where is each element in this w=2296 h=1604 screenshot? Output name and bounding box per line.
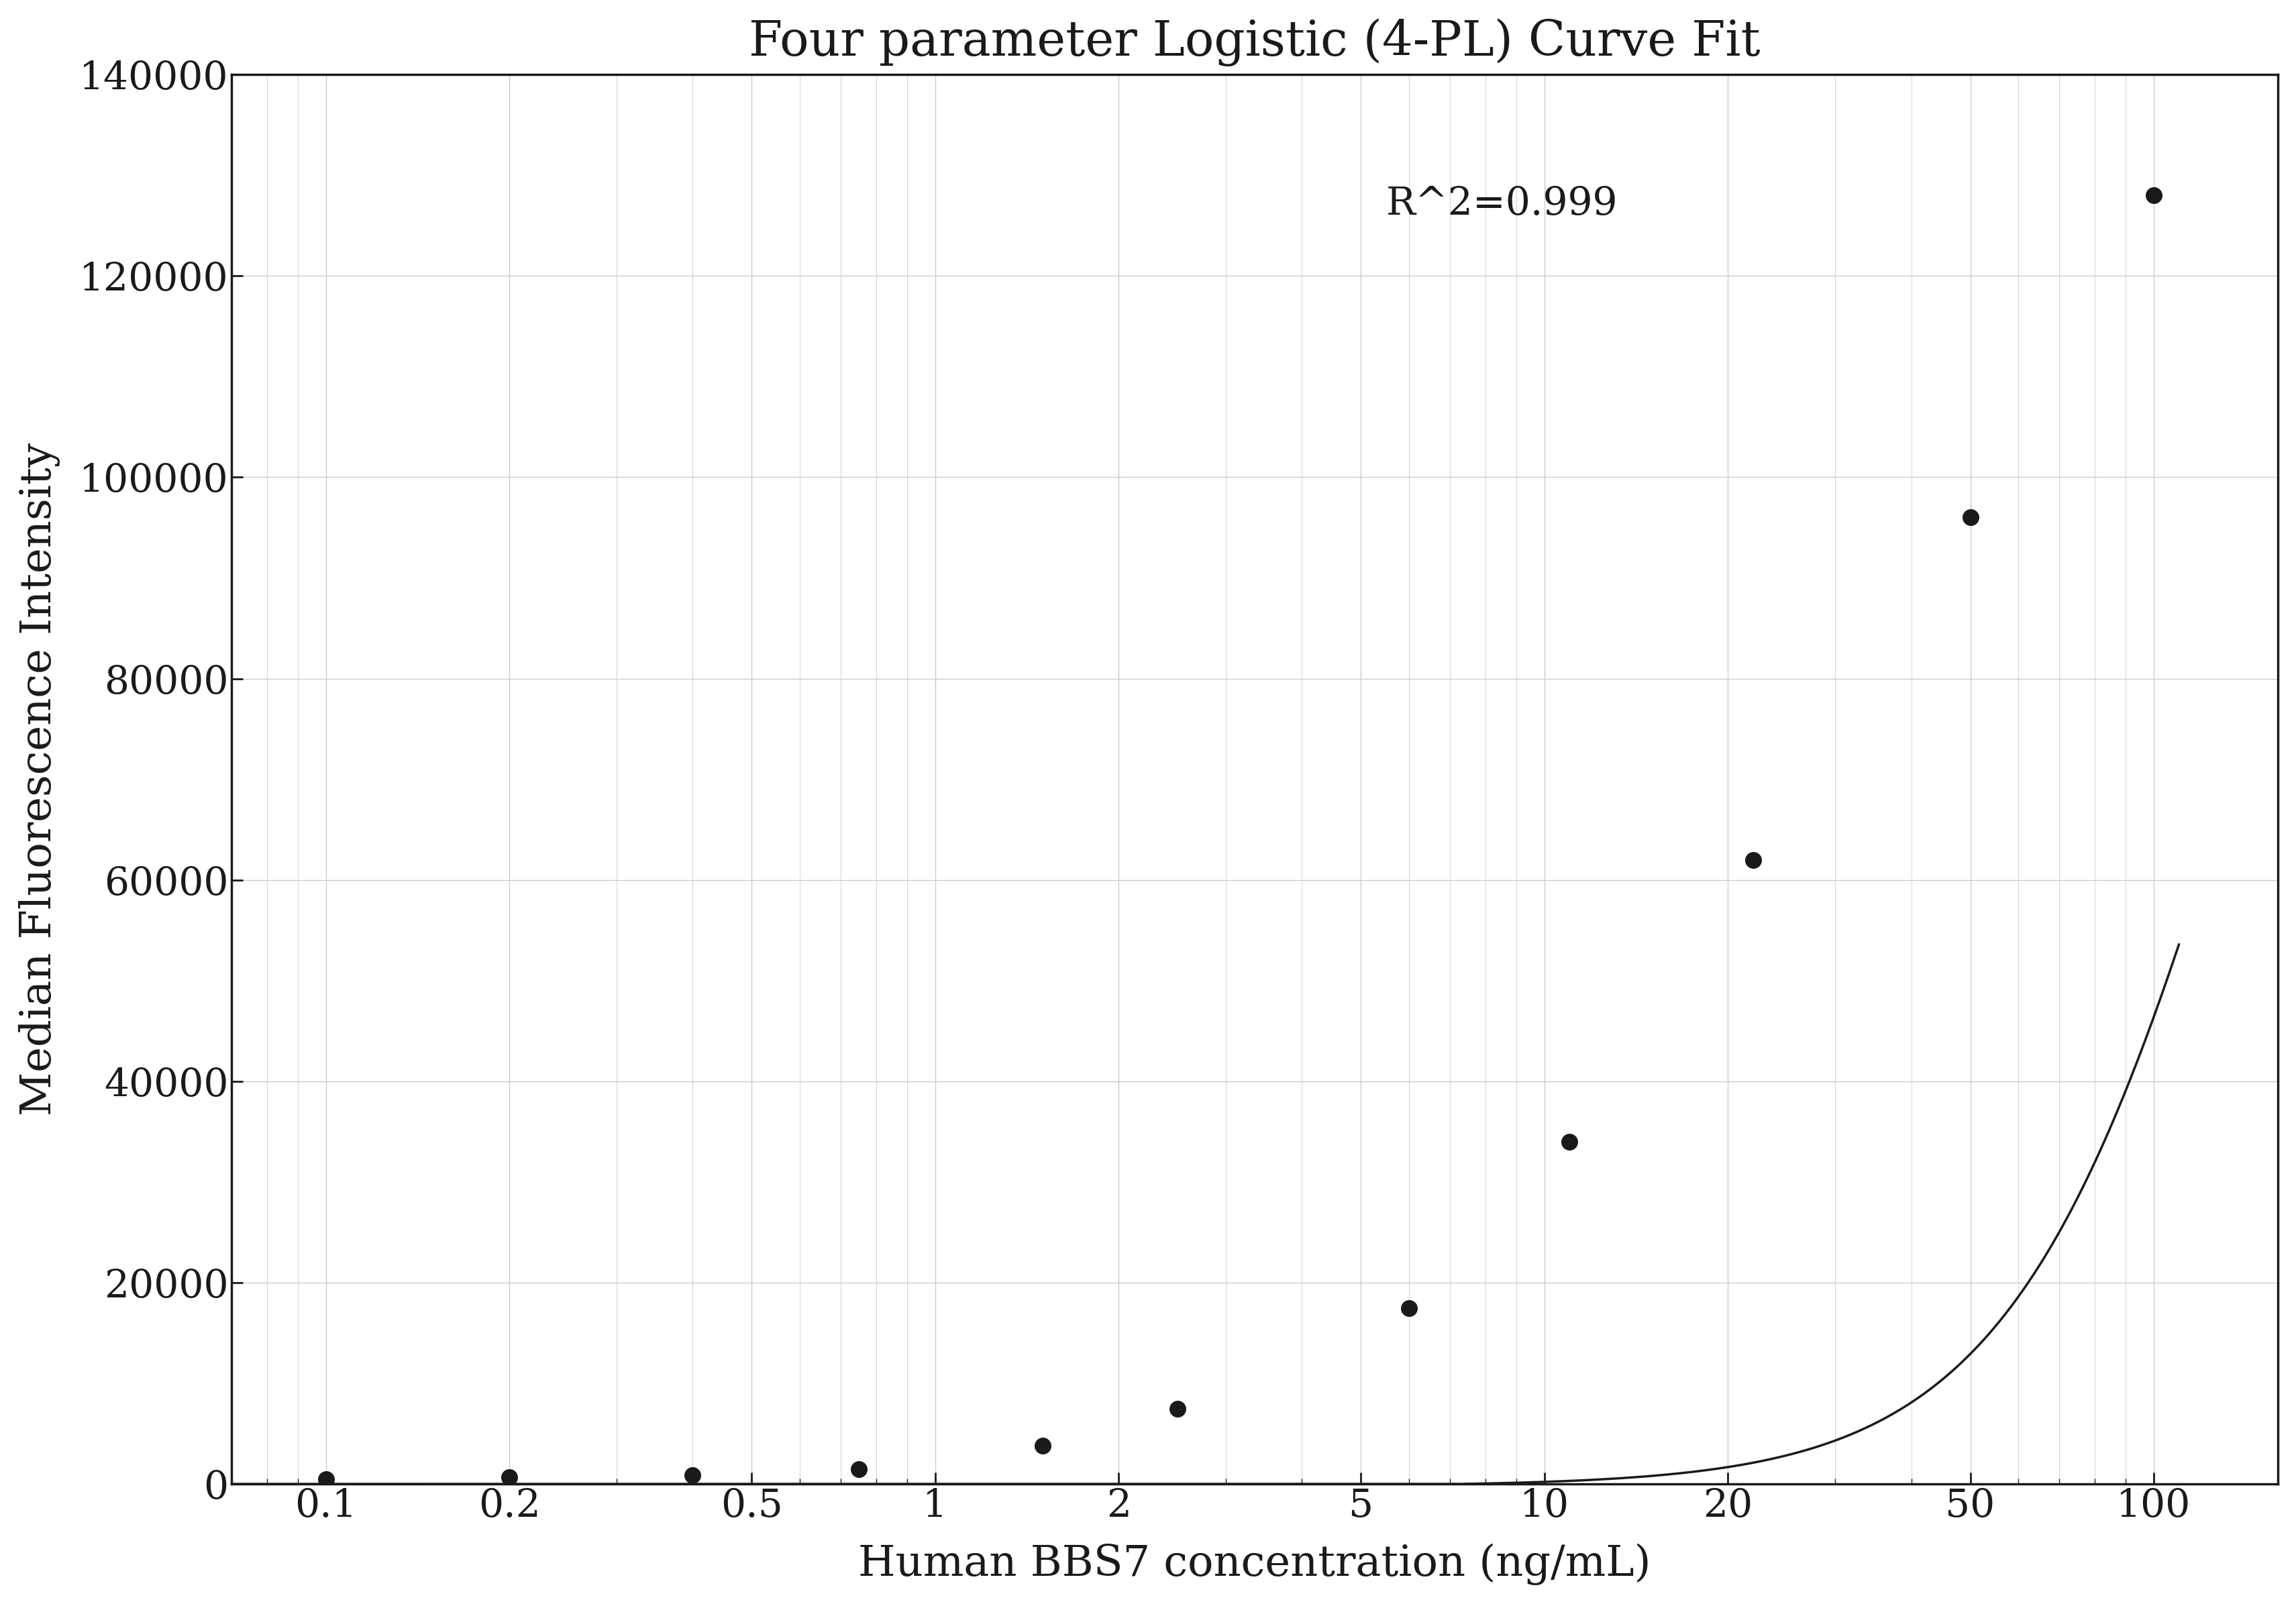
Y-axis label: Median Fluorescence Intensity: Median Fluorescence Intensity bbox=[18, 443, 60, 1116]
X-axis label: Human BBS7 concentration (ng/mL): Human BBS7 concentration (ng/mL) bbox=[859, 1543, 1651, 1585]
Text: R^2=0.999: R^2=0.999 bbox=[1387, 186, 1619, 223]
Title: Four parameter Logistic (4-PL) Curve Fit: Four parameter Logistic (4-PL) Curve Fit bbox=[748, 19, 1761, 67]
